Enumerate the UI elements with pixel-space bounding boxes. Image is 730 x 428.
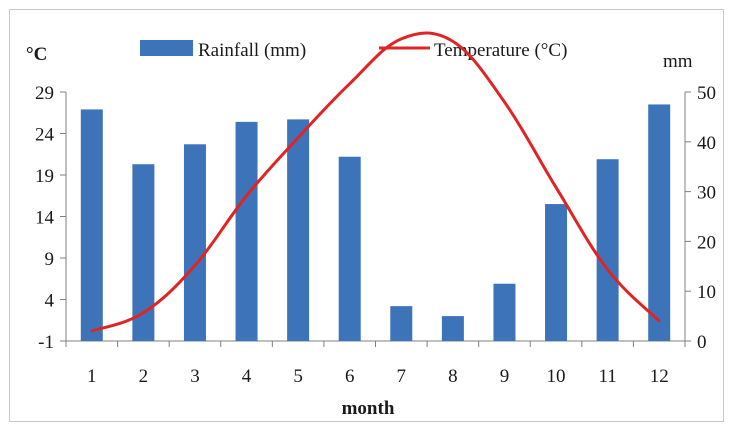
right-axis-unit: mm — [663, 51, 693, 72]
temperature-line — [91, 31, 661, 333]
x-tick-label: 1 — [87, 366, 97, 387]
rainfall-bar — [441, 316, 464, 341]
legend-rainfall-swatch — [140, 40, 193, 56]
legend-temperature-label: Temperature (°C) — [434, 40, 567, 61]
right-tick-label: 30 — [697, 183, 716, 204]
temperature-point — [503, 100, 506, 104]
temperature-series — [90, 31, 661, 333]
rainfall-bar — [132, 164, 155, 341]
right-tick-label: 10 — [697, 282, 716, 303]
temperature-point — [554, 186, 558, 189]
temperature-point — [400, 37, 403, 41]
temperature-point — [658, 319, 661, 323]
right-tick-label: 50 — [697, 83, 716, 104]
x-tick-label: 7 — [397, 366, 407, 387]
rainfall-bar — [493, 283, 516, 341]
right-tick-label: 0 — [697, 332, 707, 353]
left-tick-label: 14 — [35, 208, 55, 229]
temperature-point — [348, 82, 351, 85]
x-tick-label: 3 — [190, 366, 200, 387]
right-axis-ticks: 50 40 30 20 10 0 — [685, 83, 716, 353]
x-tick-label: 8 — [448, 366, 458, 387]
rainfall-bar — [338, 156, 361, 341]
rainfall-bar — [390, 306, 413, 341]
legend: Rainfall (mm) Temperature (°C) — [140, 40, 567, 61]
temperature-point — [193, 264, 197, 267]
rainfall-bar — [80, 109, 103, 342]
left-tick-label: 29 — [35, 83, 54, 104]
rainfall-bars — [80, 104, 671, 342]
right-tick-label: 20 — [697, 232, 716, 253]
temperature-point — [142, 311, 145, 314]
left-tick-label: 19 — [35, 166, 54, 187]
x-tick-label: 6 — [345, 366, 355, 387]
left-tick-label: -1 — [38, 332, 54, 353]
x-axis-title: month — [342, 398, 395, 419]
x-tick-label: 11 — [598, 366, 616, 387]
x-tick-label: 9 — [500, 366, 510, 387]
rainfall-bar — [545, 204, 568, 341]
rainfall-bar — [235, 121, 258, 341]
left-tick-label: 4 — [45, 291, 55, 312]
temperature-point — [90, 329, 93, 333]
rainfall-bar — [183, 144, 206, 341]
left-tick-label: 24 — [35, 125, 55, 146]
rainfall-bar — [596, 159, 619, 341]
x-axis-ticks: 1 2 3 4 5 6 7 8 9 10 11 12 — [65, 341, 686, 387]
left-axis-unit: °C — [26, 44, 47, 65]
left-axis-ticks: 29 24 19 14 9 4 -1 — [35, 83, 66, 353]
temperature-point — [606, 268, 609, 271]
legend-rainfall-label: Rainfall (mm) — [198, 40, 306, 61]
x-tick-label: 12 — [650, 366, 669, 387]
x-tick-label: 5 — [293, 366, 303, 387]
rainfall-bar — [648, 104, 671, 341]
x-tick-label: 2 — [139, 366, 149, 387]
x-tick-label: 4 — [242, 366, 252, 387]
temperature-point — [451, 40, 455, 43]
rainfall-bar — [287, 119, 310, 341]
temperature-point — [245, 194, 248, 197]
right-tick-label: 40 — [697, 133, 716, 154]
x-tick-label: 10 — [547, 366, 566, 387]
temperature-point — [296, 136, 300, 139]
left-tick-label: 9 — [45, 249, 55, 270]
